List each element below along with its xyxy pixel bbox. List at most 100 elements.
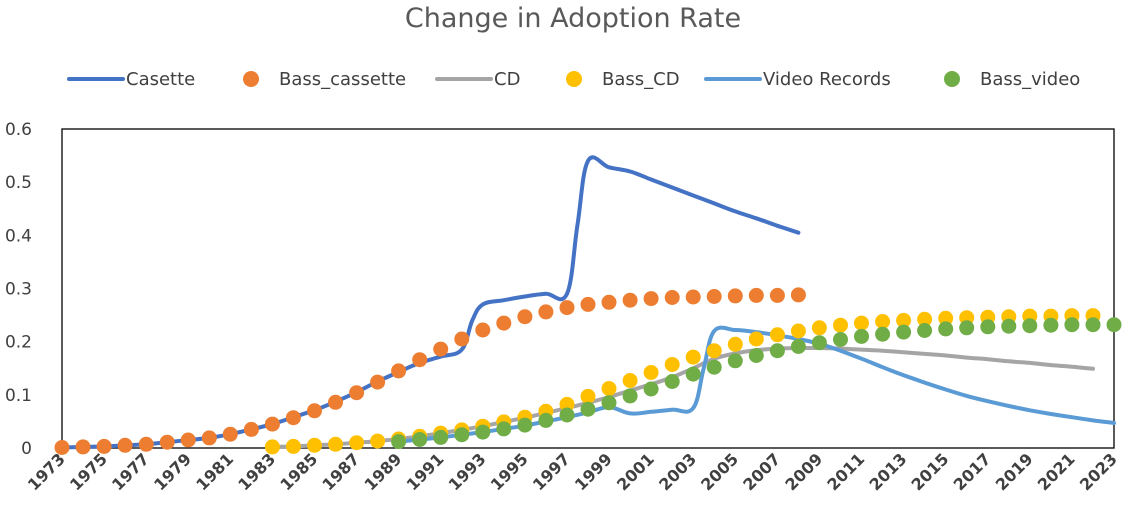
data-point [959,320,975,336]
x-tick-label: 2013 [866,449,911,494]
legend-item: Bass_cassette [243,69,406,90]
data-point [938,310,954,326]
legend-label: Casette [126,69,195,90]
data-point [769,343,785,359]
data-point [138,436,154,452]
data-point [811,320,827,336]
data-point [180,432,196,448]
data-point [875,326,891,342]
data-point [790,323,806,339]
series [264,308,1101,455]
data-point [896,324,912,340]
data-point [706,289,722,304]
legend-item: Bass_video [944,69,1080,90]
data-point [748,331,764,347]
data-point [370,374,386,390]
data-point [1106,317,1122,333]
x-tick-label: 2007 [739,449,784,494]
data-point [685,366,701,382]
data-point [285,438,301,454]
x-tick-label: 2003 [655,449,700,494]
data-point [307,403,322,419]
x-tick-label: 1975 [66,449,111,494]
data-point [412,432,428,447]
data-point [201,430,217,446]
data-point [496,421,512,437]
data-point [917,323,933,338]
data-point [559,396,575,412]
data-point [96,438,112,454]
data-point [748,287,764,303]
data-point [454,427,470,443]
data-point [538,304,554,320]
legend-label: Bass_CD [602,69,680,90]
data-point [54,440,70,455]
data-point [727,288,743,304]
legend-item: Bass_CD [566,69,680,90]
data-point [496,315,512,331]
x-tick-label: 2023 [1076,449,1121,494]
data-point [285,410,301,426]
data-point [580,388,596,404]
data-point [854,315,869,331]
data-point [685,289,701,305]
series [54,287,806,455]
x-tick-label: 1987 [318,449,363,494]
data-point [349,385,365,401]
legend-label: CD [494,69,520,90]
data-point [980,319,996,335]
data-point [601,395,617,411]
data-point [559,407,575,423]
data-point [412,352,428,368]
data-point [748,348,764,363]
data-point [601,294,617,310]
data-point [559,300,575,316]
data-point [307,437,322,453]
data-point [685,349,701,365]
data-point [580,296,596,312]
data-point [1043,317,1059,333]
data-point [622,373,638,388]
data-point [370,433,386,449]
legend-marker-swatch [243,71,259,87]
legend-marker-swatch [566,71,582,87]
data-point [1085,317,1101,333]
data-point [833,317,848,333]
chart-title: Change in Adoption Rate [405,3,741,34]
data-point [328,436,343,452]
data-point [790,339,806,354]
data-point [727,353,743,369]
legend-marker-swatch [944,71,960,87]
data-point [222,426,238,442]
series-line [270,346,1095,449]
x-tick-label: 2001 [613,449,658,494]
data-point [264,439,280,455]
data-point [517,417,533,433]
data-point [433,429,449,445]
data-point [475,424,491,440]
data-point [264,416,280,432]
data-point [433,341,449,357]
series [270,346,1095,449]
y-tick-label: 0.4 [5,226,32,246]
data-point [622,292,638,308]
data-point [580,401,596,417]
plot-frame [61,128,1115,449]
data-point [643,381,659,397]
y-tick-label: 0.3 [5,280,32,300]
data-point [811,335,827,351]
series-line [60,155,801,450]
data-point [243,421,259,437]
data-point [664,374,680,389]
y-tick-label: 0.1 [5,386,32,406]
legend-item: Video Records [704,69,891,90]
data-point [1001,318,1017,334]
x-tick-label: 1999 [571,449,616,494]
data-point [391,363,407,379]
data-point [769,327,785,343]
data-point [769,287,785,303]
x-tick-label: 1985 [276,449,321,494]
data-point [938,321,954,337]
x-tick-label: 1977 [108,449,153,494]
data-point [349,435,365,451]
